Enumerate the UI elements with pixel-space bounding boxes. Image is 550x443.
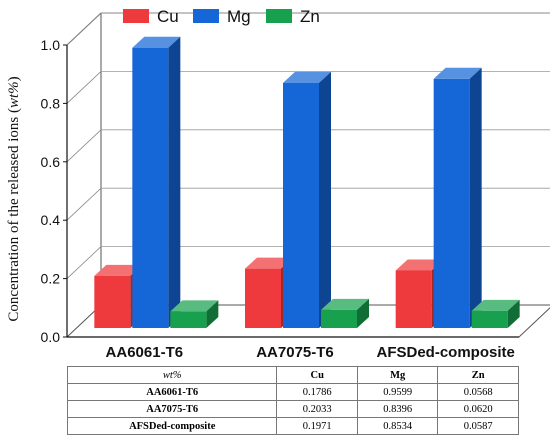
- table-cell: 0.2033: [276, 400, 358, 418]
- bar-chart: 0.0 0.2 0.4 0.6 0.8 1.0 AA6061-T6 AA7075-T6 AFSD…: [6, 7, 550, 361]
- x-category-label: AA6061-T6: [106, 344, 184, 361]
- bar-mg: [283, 82, 319, 329]
- table-col-cu: Cu: [276, 366, 358, 384]
- bar-top-cu: [245, 257, 293, 269]
- y-tick-label: 0.2: [41, 271, 61, 287]
- bar-side-mg: [319, 71, 331, 329]
- bar-mg: [433, 78, 470, 329]
- bar-side-mg: [168, 36, 181, 329]
- legend-swatch-mg: [193, 9, 219, 23]
- table-cell: 0.0620: [437, 400, 519, 418]
- y-tick-label: 0.4: [41, 212, 61, 228]
- bar-zn: [321, 309, 357, 328]
- table-cell: 0.9599: [356, 383, 439, 401]
- bar-top-mg: [283, 71, 331, 83]
- table-cell: 0.0568: [437, 383, 519, 401]
- row-label: AA7075-T6: [66, 400, 278, 418]
- legend-label-zn: Zn: [300, 7, 320, 26]
- legend-label-cu: Cu: [157, 7, 179, 26]
- legend-label-mg: Mg: [227, 7, 251, 26]
- bar-top-cu: [94, 264, 143, 276]
- bar-cu: [395, 270, 432, 328]
- bar-top-zn: [170, 300, 219, 312]
- bar-side-zn: [357, 298, 369, 328]
- chart-svg: 0.0 0.2 0.4 0.6 0.8 1.0 AA6061-T6 AA7075-T6 AFSD…: [6, 7, 550, 361]
- table-corner: wt%: [66, 366, 278, 384]
- bar-side-zn: [206, 300, 219, 328]
- y-tick-label: 0.8: [41, 95, 61, 111]
- bar-top-cu: [395, 259, 444, 271]
- y-tick-label: 0.6: [41, 154, 61, 170]
- table-row: AA6061-T6 0.1786 0.9599 0.0568: [66, 383, 519, 401]
- bar-zn: [170, 311, 207, 328]
- table-col-zn: Zn: [437, 366, 519, 384]
- table-row: AA7075-T6 0.2033 0.8396 0.0620: [66, 400, 519, 418]
- bar-zn: [471, 310, 508, 328]
- table-cell: 0.8534: [356, 417, 439, 435]
- table-row: AFSDed-composite 0.1971 0.8534 0.0587: [66, 417, 519, 435]
- side-gridline: [66, 12, 102, 46]
- table-header-row: wt% Cu Mg Zn: [66, 366, 519, 384]
- side-gridline: [66, 129, 102, 163]
- table-cell: 0.0587: [437, 417, 519, 435]
- bar-cu: [245, 268, 281, 328]
- row-label: AA6061-T6: [66, 383, 278, 401]
- table-col-mg: Mg: [356, 366, 439, 384]
- bar-top-mg: [132, 36, 181, 48]
- x-category-label: AFSDed-composite: [376, 344, 514, 361]
- y-tick-label: 0.0: [41, 329, 61, 345]
- bar-top-mg: [433, 67, 482, 79]
- y-tick-label: 1.0: [41, 37, 61, 53]
- bar-top-zn: [321, 298, 369, 310]
- row-label: AFSDed-composite: [66, 417, 278, 435]
- legend-swatch-zn: [266, 9, 292, 23]
- side-gridline: [66, 187, 102, 221]
- bar-top-zn: [471, 299, 520, 311]
- bar-cu: [94, 275, 131, 328]
- table-cell: 0.8396: [356, 400, 439, 418]
- side-gridline: [66, 246, 102, 279]
- y-axis-label: Concentration of the released ions (wt%): [6, 76, 22, 321]
- legend-swatch-cu: [123, 9, 149, 23]
- table-cell: 0.1971: [276, 417, 358, 435]
- x-category-label: AA7075-T6: [256, 344, 334, 361]
- bar-mg: [132, 47, 169, 329]
- data-table: wt% Cu Mg Zn AA6061-T6 0.1786 0.9599 0.0…: [66, 366, 519, 435]
- bar-side-zn: [507, 299, 520, 328]
- side-gridline: [66, 71, 102, 104]
- table-cell: 0.1786: [276, 383, 358, 401]
- bar-side-mg: [469, 67, 482, 329]
